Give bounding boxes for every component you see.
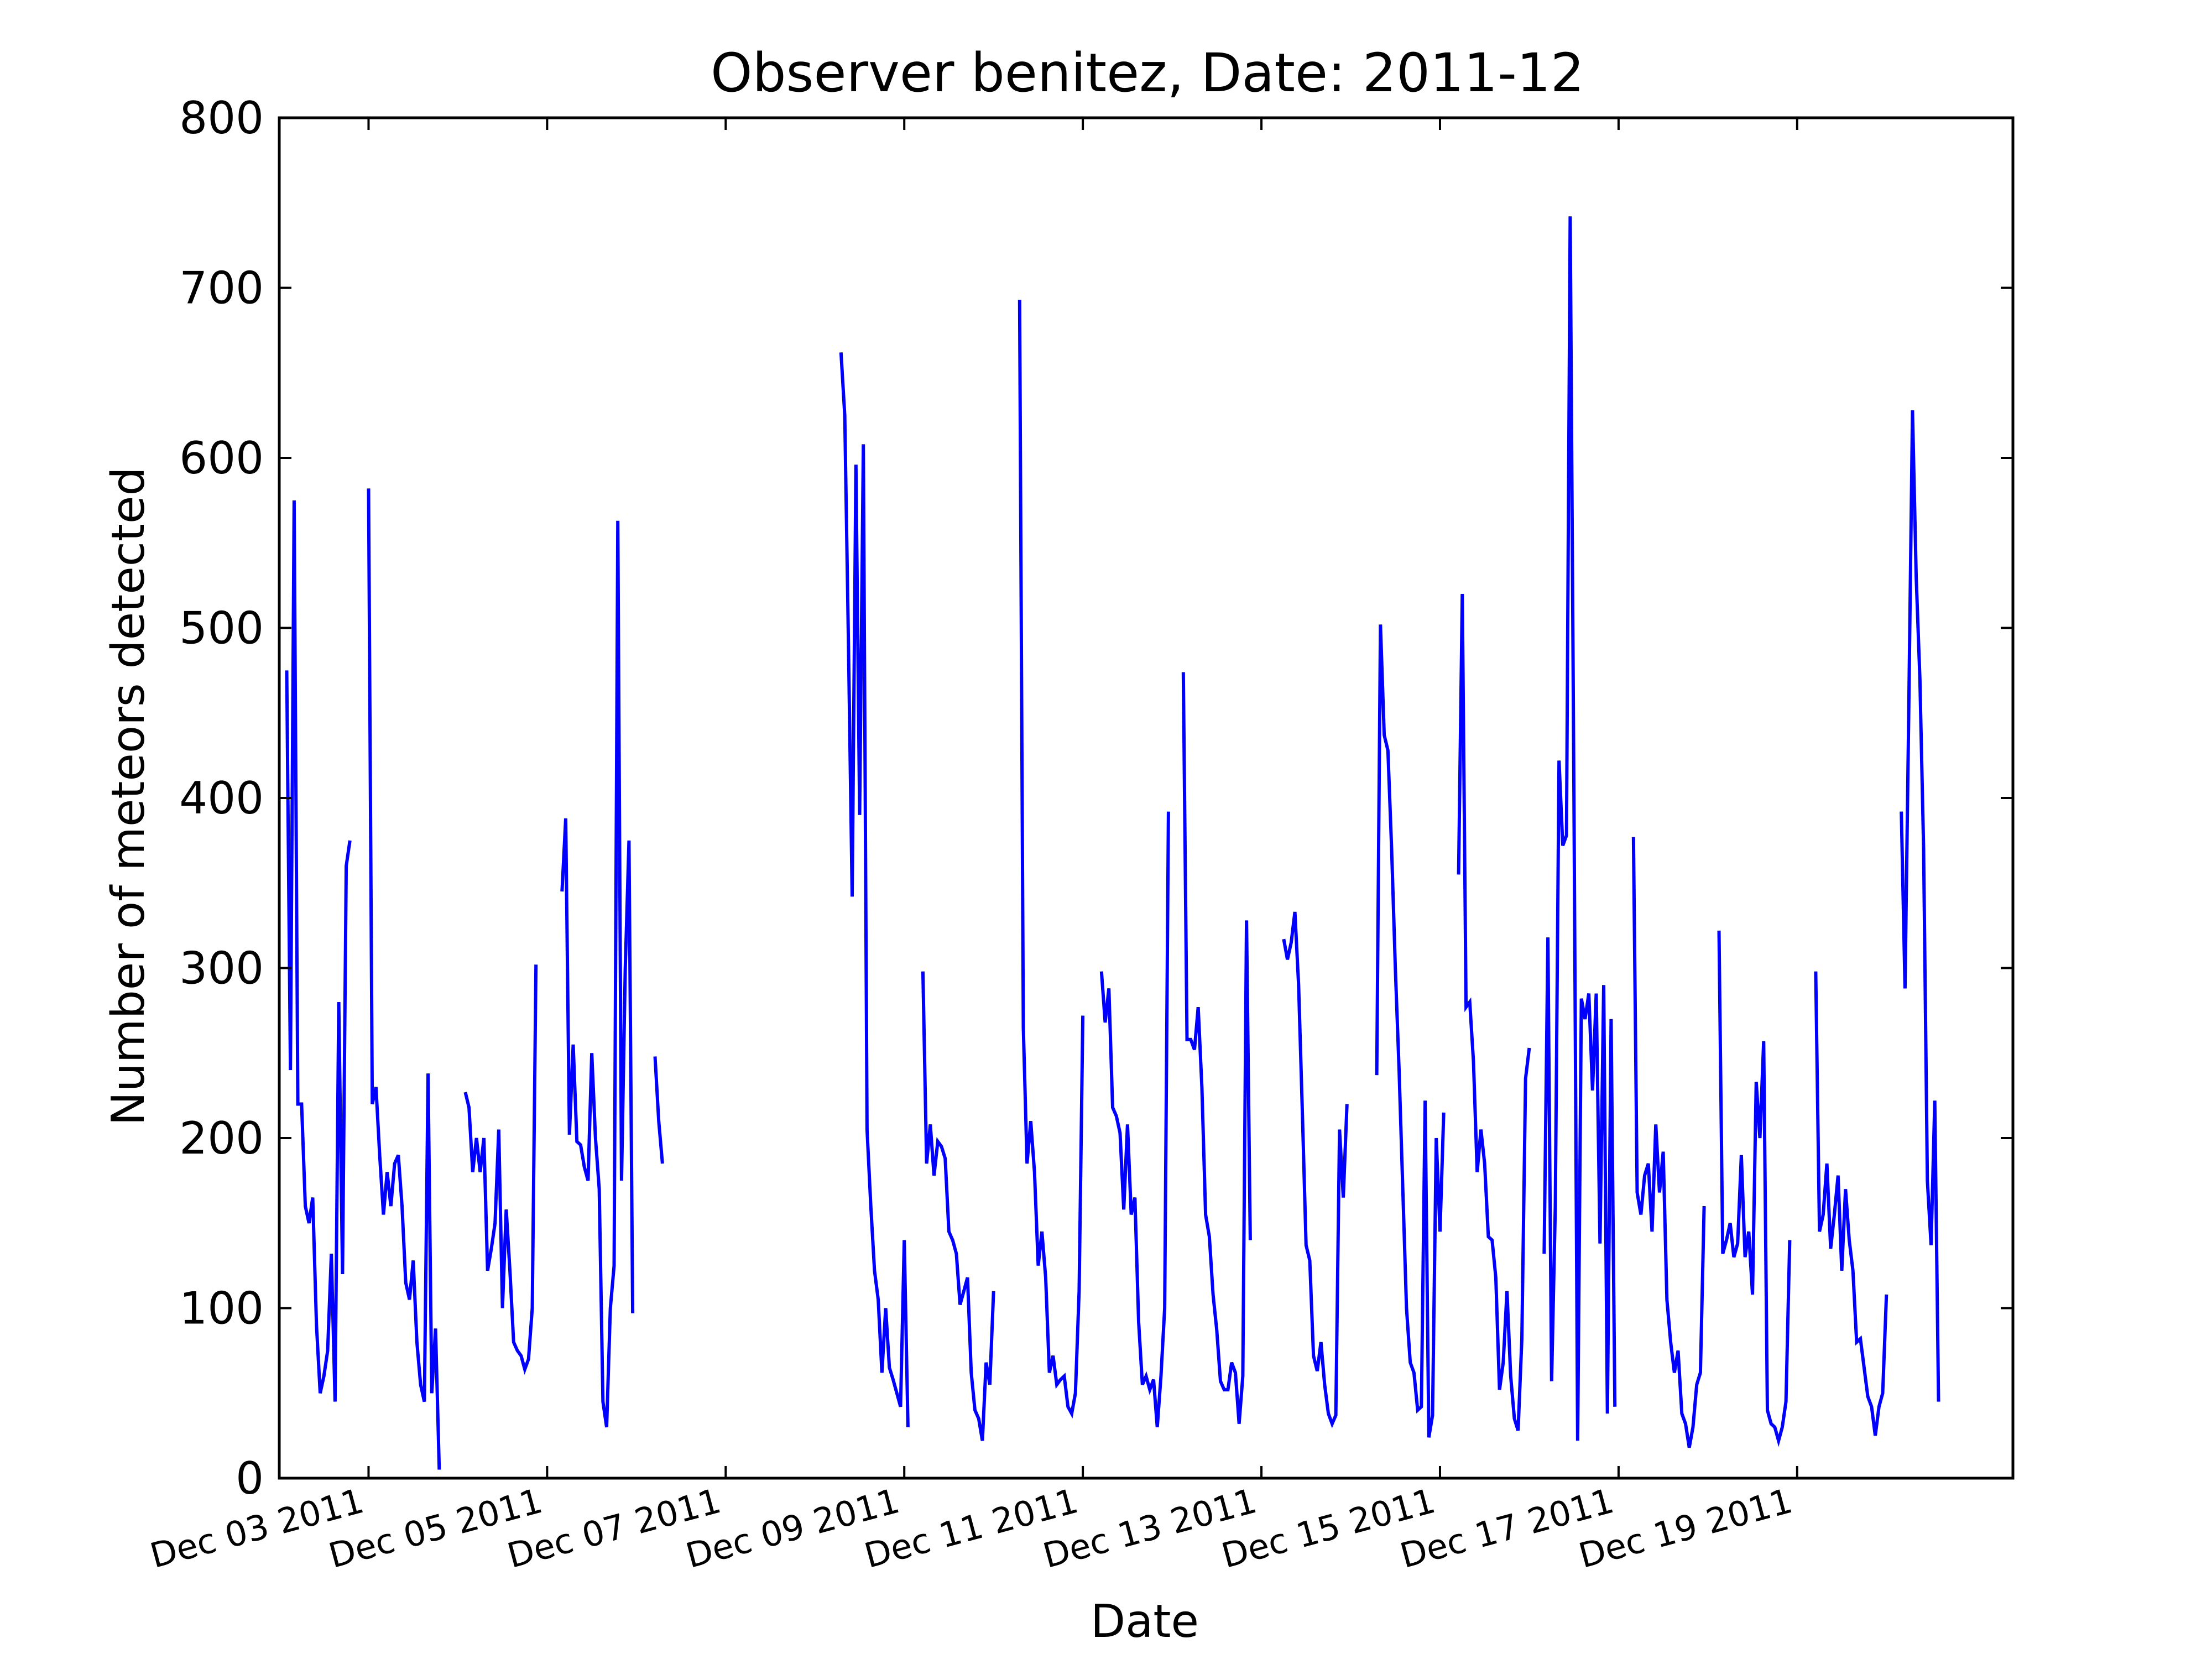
series-line-segment	[1181, 672, 1252, 1424]
y-tick-label: 200	[179, 1113, 264, 1164]
series-line-segment	[1099, 811, 1170, 1428]
y-tick-label: 0	[236, 1453, 264, 1504]
series-line-segment	[1375, 624, 1446, 1438]
series-line-segment	[1717, 930, 1792, 1447]
series-line-segment	[653, 1056, 664, 1164]
y-axis-label: Number of meteors detected	[102, 467, 155, 1125]
series-line-segment	[1457, 593, 1531, 1431]
y-tick-label: 300	[179, 943, 264, 994]
series-line-segment	[1631, 837, 1706, 1448]
plot-frame	[278, 116, 2015, 1480]
series-line-segment	[367, 488, 441, 1470]
y-tick-label: 100	[179, 1283, 264, 1334]
series-line-segment	[1814, 971, 1888, 1436]
series-line-segment	[1542, 216, 1617, 1441]
y-tick-label: 700	[179, 263, 264, 314]
y-axis: 0 100 200 300 400 500 600 700 800	[179, 92, 2013, 1504]
series-line-segment	[463, 964, 538, 1375]
series-line-segment	[1018, 299, 1085, 1419]
x-axis-label: Date	[1091, 1595, 1199, 1648]
series-layer	[285, 216, 1940, 1470]
y-tick-label: 500	[179, 603, 264, 654]
series-line-segment	[839, 352, 910, 1427]
y-tick-label: 800	[179, 92, 264, 144]
chart-title: Observer benitez, Date: 2011-12	[711, 42, 1584, 104]
series-line-segment	[1900, 410, 1940, 1402]
y-tick-label: 400	[179, 773, 264, 824]
series-line-segment	[560, 520, 635, 1428]
series-line-segment	[285, 500, 352, 1402]
series-line-segment	[921, 971, 995, 1441]
series-line-segment	[1282, 911, 1349, 1428]
y-tick-label: 600	[179, 432, 264, 484]
